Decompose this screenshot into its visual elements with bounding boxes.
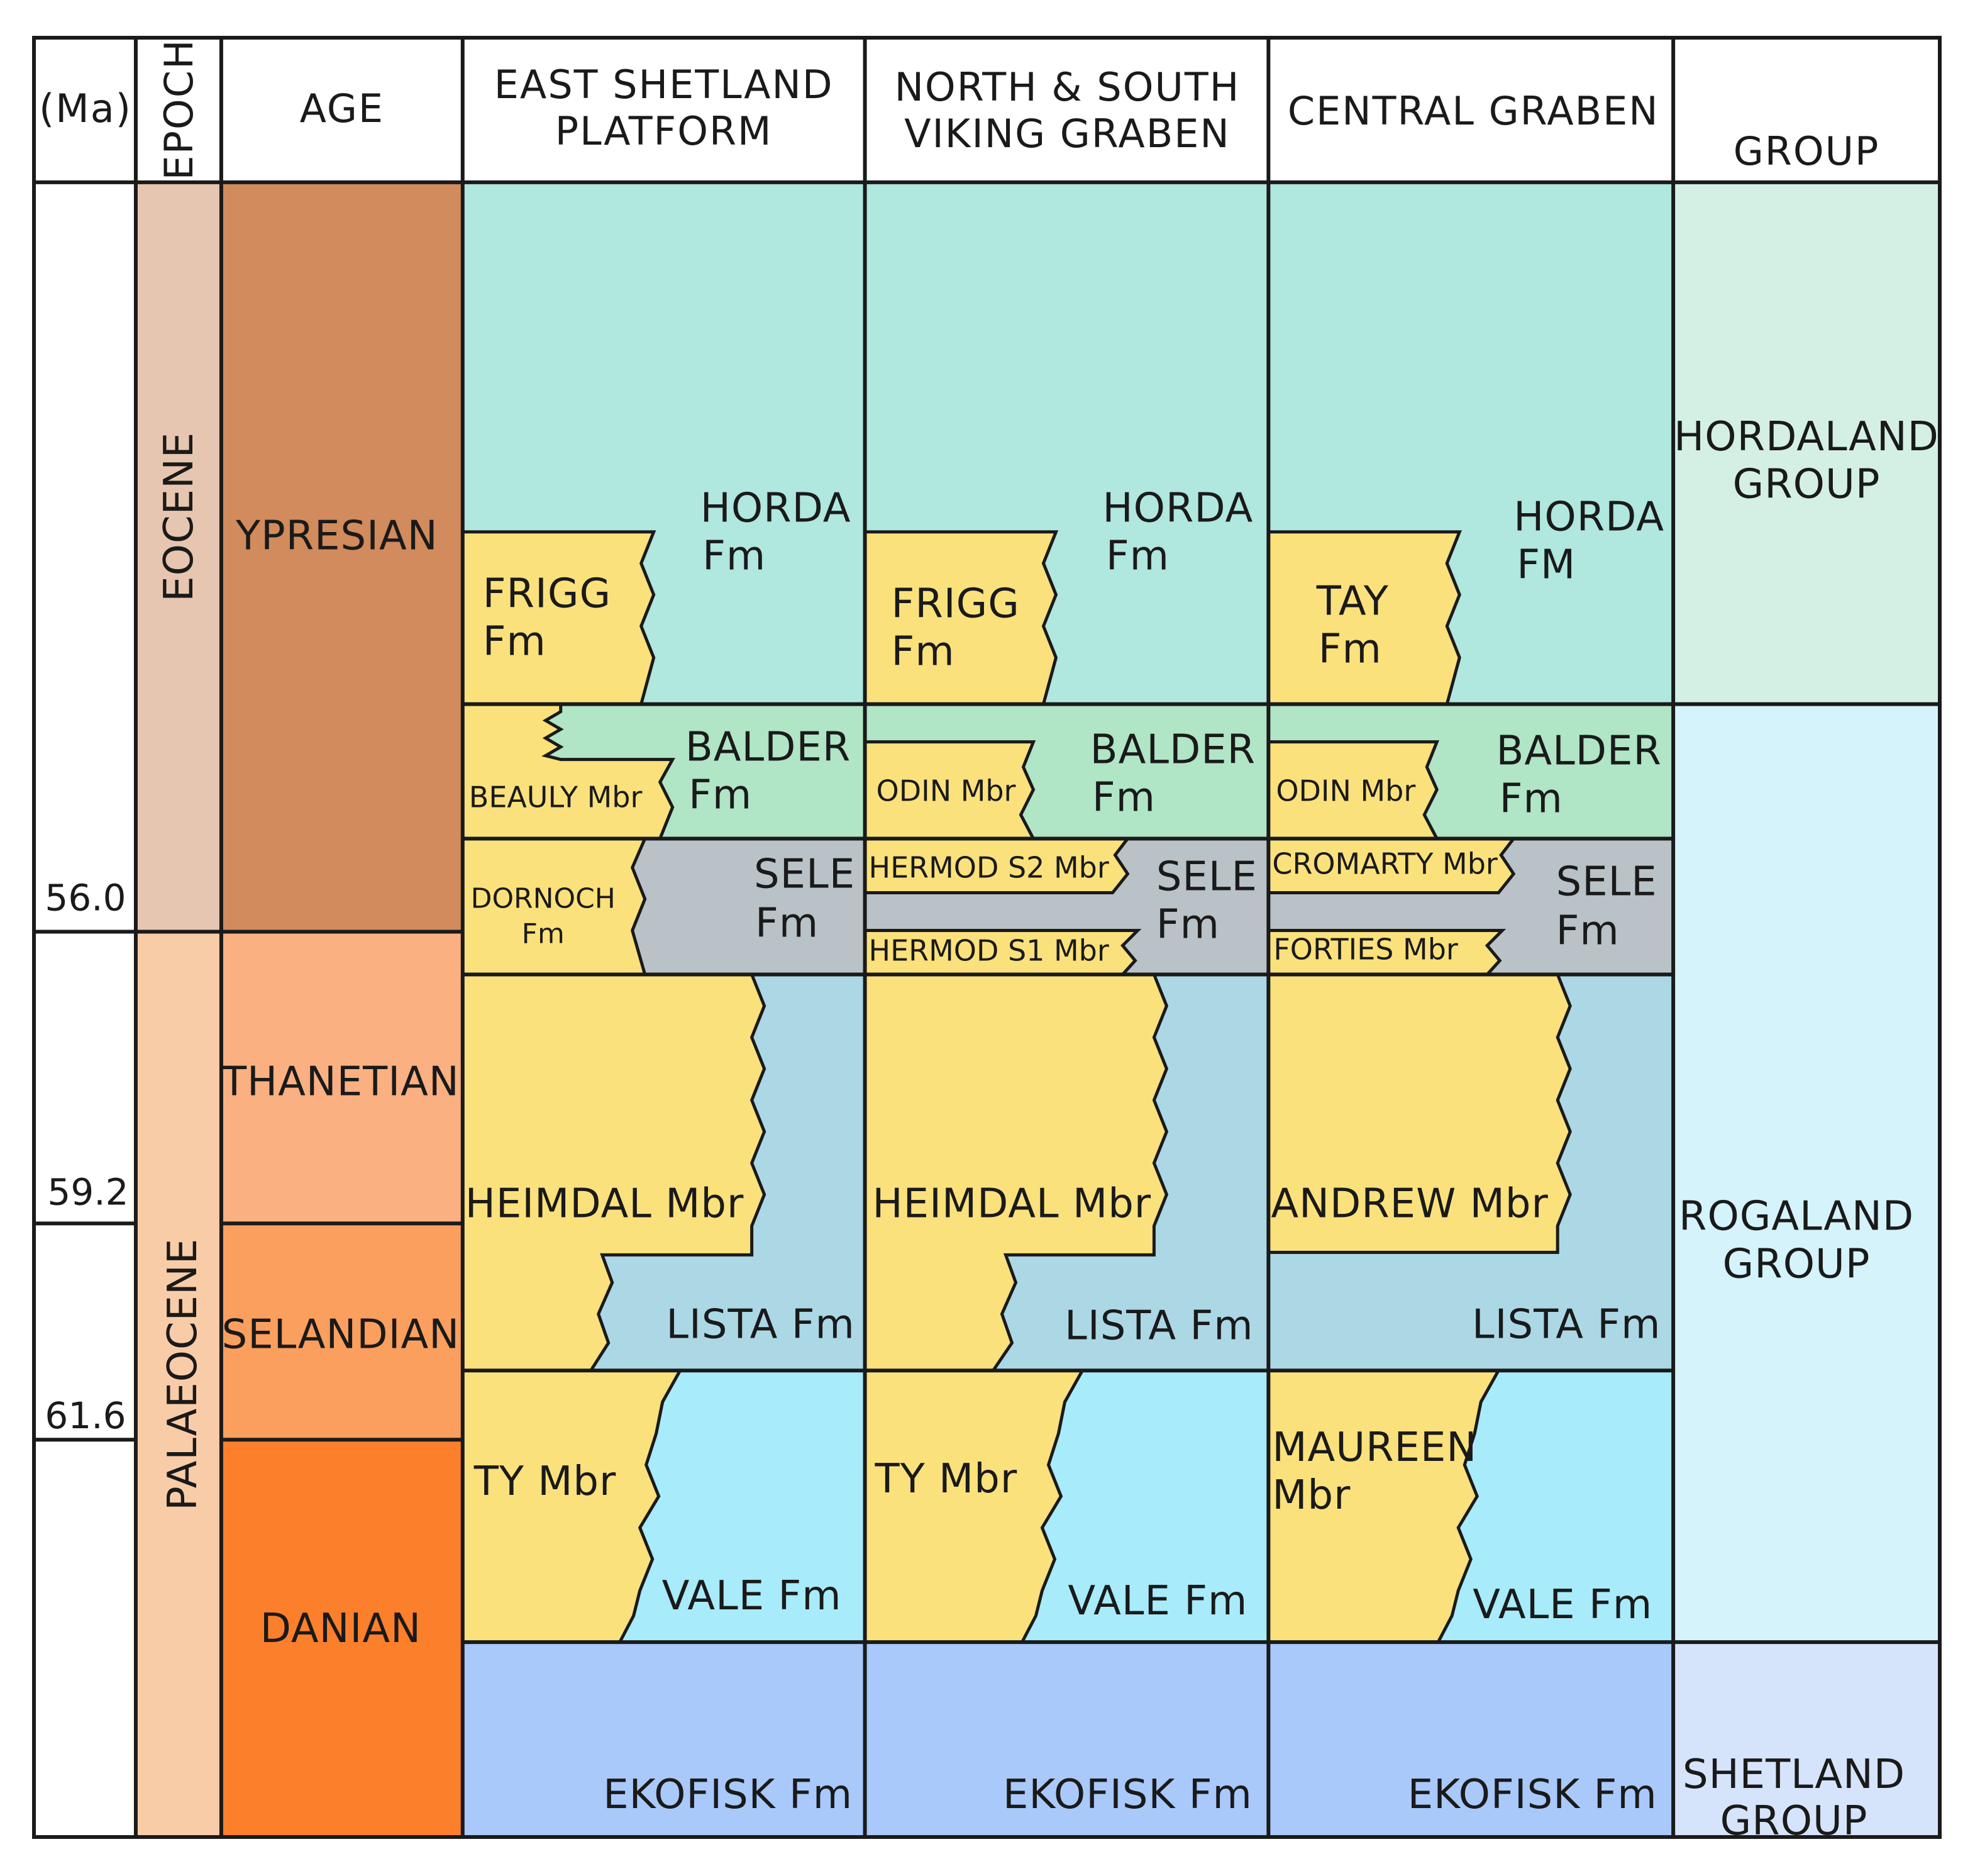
- beauly-body-c1: [461, 702, 675, 841]
- ypresian-cell: [221, 182, 463, 932]
- rogaland-group-cell: [1673, 704, 1940, 1643]
- c3-horda-2: FM: [1517, 542, 1576, 589]
- epoch-palaeocene: PALAEOCENE: [160, 1238, 206, 1511]
- c2-frigg-1: FRIGG: [892, 581, 1020, 628]
- c1-frigg-2: Fm: [483, 619, 546, 665]
- group-shetland-1: SHETLAND: [1683, 1751, 1905, 1798]
- c3-sele-1: SELE: [1556, 859, 1657, 906]
- c3-cromarty: CROMARTY Mbr: [1272, 847, 1498, 881]
- col3-labels: HORDA FM TAY Fm BALDER Fm ODIN Mbr CROMA…: [1271, 494, 1664, 1818]
- header-labels: (Ma) EPOCH AGE EAST SHETLAND PLATFORM NO…: [39, 38, 1880, 180]
- c3-balder-1: BALDER: [1496, 728, 1661, 775]
- c2-horda-1: HORDA: [1103, 486, 1254, 532]
- age-56: 56.0: [45, 877, 126, 919]
- header-epoch: EPOCH: [156, 38, 202, 180]
- group-hordaland-2: GROUP: [1733, 462, 1881, 508]
- heimdal-body-c1: [461, 972, 766, 1372]
- age-59: 59.2: [47, 1170, 128, 1213]
- palaeocene-cell: [135, 931, 221, 1838]
- c1-heimdal: HEIMDAL Mbr: [465, 1180, 744, 1227]
- c1-vale: VALE Fm: [662, 1573, 842, 1619]
- c3-ekofisk: EKOFISK Fm: [1408, 1772, 1657, 1818]
- c1-ty: TY Mbr: [473, 1458, 617, 1505]
- stage-danian: DANIAN: [260, 1606, 421, 1652]
- c3-horda-1: HORDA: [1513, 494, 1664, 541]
- c1-sele-1: SELE: [754, 852, 855, 898]
- c2-ekofisk: EKOFISK Fm: [1003, 1772, 1253, 1818]
- age-61: 61.6: [45, 1394, 126, 1437]
- c2-heimdal: HEIMDAL Mbr: [873, 1180, 1152, 1227]
- andrew-body-c3: [1266, 972, 1572, 1254]
- c2-frigg-2: Fm: [892, 629, 955, 675]
- c3-vale: VALE Fm: [1473, 1582, 1652, 1628]
- sand-bodies: [461, 530, 1572, 1644]
- epoch-eocene: EOCENE: [156, 432, 202, 602]
- c1-balder-1: BALDER: [685, 724, 851, 771]
- horda-band: [462, 182, 1674, 704]
- c2-ty: TY Mbr: [875, 1456, 1018, 1502]
- thanetian-cell: [221, 931, 463, 1224]
- c2-hermod-s2: HERMOD S2 Mbr: [869, 851, 1109, 885]
- col1-labels: HORDA Fm FRIGG Fm BALDER Fm BEAULY Mbr S…: [465, 486, 855, 1818]
- grid-lines: [32, 35, 1942, 1840]
- c3-balder-2: Fm: [1500, 776, 1563, 823]
- c1-beauly: BEAULY Mbr: [469, 780, 643, 814]
- header-viking-2: VIKING GRABEN: [904, 111, 1231, 157]
- hordaland-group-cell: [1673, 182, 1940, 704]
- c2-hermod-s1: HERMOD S1 Mbr: [869, 933, 1109, 967]
- header-east-shetland-2: PLATFORM: [555, 108, 773, 154]
- c3-maureen-1: MAUREEN: [1272, 1424, 1477, 1471]
- heimdal-body-c2: [863, 972, 1169, 1372]
- group-hordaland-1: HORDALAND: [1674, 414, 1939, 460]
- danian-cell: [221, 1440, 463, 1838]
- c2-lista: LISTA Fm: [1065, 1302, 1253, 1349]
- group-rogaland-2: GROUP: [1723, 1241, 1871, 1287]
- c1-horda-2: Fm: [702, 533, 766, 580]
- header-central-graben: CENTRAL GRABEN: [1288, 88, 1659, 134]
- group-labels: HORDALAND GROUP ROGALAND GROUP SHETLAND …: [1674, 414, 1939, 1845]
- col2-labels: HORDA Fm FRIGG Fm BALDER Fm ODIN Mbr HER…: [869, 486, 1258, 1818]
- group-rogaland-1: ROGALAND: [1679, 1193, 1914, 1240]
- c3-maureen-2: Mbr: [1272, 1472, 1351, 1519]
- c3-odin: ODIN Mbr: [1276, 774, 1415, 808]
- c3-tay-1: TAY: [1316, 579, 1389, 625]
- header-east-shetland-1: EAST SHETLAND: [494, 62, 834, 108]
- c2-balder-1: BALDER: [1090, 727, 1256, 774]
- epoch-stage-labels: EOCENE PALAEOCENE YPRESIAN THANETIAN SEL…: [156, 432, 460, 1652]
- c1-dornoch-1: DORNOCH: [471, 883, 616, 915]
- ma-column: [34, 182, 136, 1838]
- c3-lista: LISTA Fm: [1472, 1301, 1661, 1348]
- selandian-cell: [221, 1223, 463, 1440]
- c2-horda-2: Fm: [1106, 533, 1170, 580]
- group-shetland-2: GROUP: [1720, 1798, 1868, 1845]
- header-ma: (Ma): [39, 86, 132, 131]
- c1-ekofisk: EKOFISK Fm: [603, 1772, 853, 1818]
- eocene-cell: [135, 182, 221, 932]
- stage-selandian: SELANDIAN: [222, 1311, 460, 1358]
- stage-ypresian: YPRESIAN: [235, 513, 438, 560]
- header-group: GROUP: [1734, 128, 1880, 174]
- c2-odin: ODIN Mbr: [877, 774, 1016, 808]
- c1-dornoch-2: Fm: [522, 918, 565, 950]
- c3-forties: FORTIES Mbr: [1273, 932, 1458, 966]
- c2-sele-1: SELE: [1156, 854, 1258, 901]
- c3-tay-2: Fm: [1319, 626, 1382, 673]
- c1-lista: LISTA Fm: [666, 1301, 854, 1348]
- c1-horda-1: HORDA: [700, 486, 851, 532]
- c1-sele-2: Fm: [755, 901, 819, 947]
- c3-sele-2: Fm: [1556, 907, 1620, 954]
- c2-balder-2: Fm: [1092, 775, 1156, 821]
- ekofisk-band: [462, 1642, 1674, 1838]
- age-values: 56.0 59.2 61.6: [45, 877, 128, 1438]
- c1-frigg-1: FRIGG: [483, 571, 611, 618]
- c3-andrew: ANDREW Mbr: [1271, 1180, 1548, 1227]
- c2-vale: VALE Fm: [1068, 1578, 1247, 1624]
- header-age: AGE: [300, 86, 384, 131]
- c1-balder-2: Fm: [689, 772, 752, 819]
- shetland-group-cell: [1673, 1642, 1940, 1838]
- header-viking-1: NORTH & SOUTH: [895, 64, 1241, 110]
- stage-thanetian: THANETIAN: [221, 1058, 460, 1105]
- c2-sele-2: Fm: [1156, 902, 1220, 948]
